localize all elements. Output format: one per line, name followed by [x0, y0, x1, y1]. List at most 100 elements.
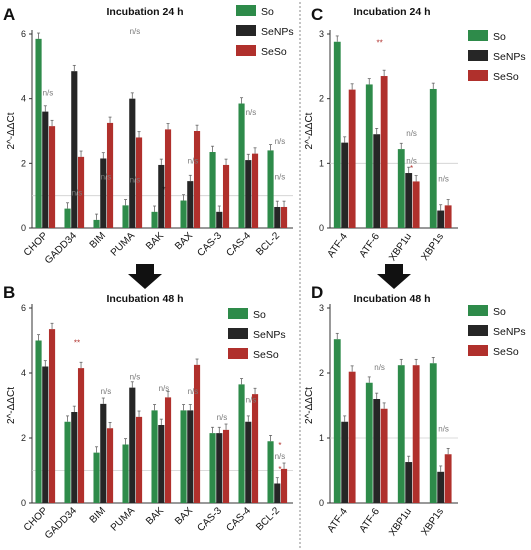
bar-SeNPs-XBP1u — [405, 173, 413, 228]
bar-So-ATF-4 — [333, 41, 341, 229]
legend-label: So — [261, 6, 274, 18]
bar-SeNPs-PUMA — [129, 98, 136, 229]
significance-label: n/s — [159, 384, 170, 393]
bar-SeNPs-BIM — [100, 158, 107, 228]
bar-So-CAS-4 — [238, 103, 245, 228]
bar-SeSo-XBP1s — [444, 454, 452, 503]
significance-label: n/s — [130, 27, 141, 36]
y-tick-label: 4 — [21, 94, 26, 104]
x-tick-label: ATF-4 — [326, 506, 351, 535]
bar-So-CHOP — [35, 38, 42, 228]
bar-SeNPs-CAS-3 — [216, 433, 223, 503]
bar-So-BAK — [151, 410, 158, 503]
legend-swatch — [468, 345, 488, 356]
down-arrow-right-icon — [377, 264, 411, 289]
legend-swatch — [236, 5, 256, 16]
significance-label: n/s — [130, 176, 141, 185]
bar-SeNPs-CHOP — [42, 366, 49, 503]
bar-So-XBP1u — [397, 365, 405, 503]
bar-So-BIM — [93, 452, 100, 503]
y-axis-label: 2^-ΔΔCt — [304, 112, 315, 149]
significance-label: n/s — [246, 108, 257, 117]
legend-label: SeSo — [261, 46, 287, 58]
bar-So-BCL-2 — [267, 150, 274, 228]
x-tick-label: GADD34 — [43, 230, 79, 266]
bar-SeSo-ATF-6 — [380, 76, 388, 229]
y-tick-label: 6 — [21, 303, 26, 313]
significance-label: n/s — [101, 173, 112, 182]
bar-So-BCL-2 — [267, 441, 274, 503]
bar-SeSo-GADD34 — [77, 368, 85, 503]
bar-SeSo-BIM — [106, 122, 114, 228]
y-tick-label: 0 — [319, 223, 324, 233]
bar-SeSo-CAS-3 — [222, 164, 230, 228]
legend-swatch — [468, 305, 488, 316]
bar-SeSo-ATF-4 — [348, 89, 356, 228]
bar-SeNPs-BAK — [158, 425, 165, 503]
significance-label: n/s — [43, 88, 54, 97]
significance-label: n/s — [406, 156, 417, 165]
bar-So-BIM — [93, 219, 100, 228]
panel-letter: B — [3, 283, 15, 302]
y-axis-label: 2^-ΔΔCt — [6, 387, 17, 424]
bar-So-PUMA — [122, 444, 129, 503]
legend-swatch — [228, 308, 248, 319]
significance-label: ** — [376, 39, 382, 48]
x-tick-label: ATF-4 — [326, 231, 351, 260]
x-tick-label: BCL-2 — [254, 230, 282, 258]
y-tick-label: 3 — [319, 303, 324, 313]
significance-label: n/s — [217, 413, 228, 422]
bar-So-BAX — [180, 410, 187, 503]
bar-So-CHOP — [35, 340, 42, 503]
y-tick-label: 2 — [21, 158, 26, 168]
y-tick-label: 3 — [319, 29, 324, 39]
legend-label: So — [253, 309, 266, 321]
panel-letter: A — [3, 5, 15, 24]
bar-So-XBP1s — [429, 88, 437, 228]
significance-label: n/s — [246, 395, 257, 404]
bar-SeNPs-ATF-4 — [341, 142, 349, 228]
bar-So-ATF-4 — [333, 339, 341, 503]
x-tick-label: XBP1u — [387, 506, 414, 538]
significance-label: n/s — [188, 156, 199, 165]
legend-swatch — [468, 325, 488, 336]
y-tick-label: 6 — [21, 29, 26, 39]
legend-swatch — [228, 328, 248, 339]
bar-SeSo-BAK — [164, 397, 172, 503]
x-tick-label: XBP1u — [387, 231, 414, 263]
significance-label: n/s — [275, 452, 286, 461]
significance-label: * — [410, 164, 413, 173]
y-tick-label: 2 — [319, 368, 324, 378]
bar-SeSo-CHOP — [48, 329, 56, 503]
y-tick-label: 4 — [21, 368, 26, 378]
bar-SeNPs-XBP1s — [437, 210, 445, 228]
legend-label: SeNPs — [493, 326, 526, 338]
bar-SeSo-GADD34 — [77, 156, 85, 228]
bar-So-CAS-4 — [238, 384, 245, 503]
bar-SeNPs-BAK — [158, 164, 165, 228]
bar-SeSo-BCL-2 — [280, 468, 288, 503]
significance-label: n/s — [275, 173, 286, 182]
x-tick-label: BIM — [88, 505, 108, 525]
panel-letter: C — [311, 5, 323, 24]
legend-swatch — [228, 348, 248, 359]
bar-SeNPs-XBP1u — [405, 462, 413, 503]
legend-label: SeSo — [493, 346, 519, 358]
bar-SeSo-XBP1u — [412, 181, 420, 228]
bar-SeSo-BCL-2 — [280, 206, 288, 228]
bar-SeNPs-BIM — [100, 403, 107, 503]
y-tick-label: 1 — [319, 433, 324, 443]
x-tick-label: XBP1s — [420, 506, 447, 537]
bar-SeSo-BIM — [106, 428, 114, 503]
bar-So-XBP1u — [397, 149, 405, 228]
bar-SeSo-CHOP — [48, 126, 56, 228]
panel-letter: D — [311, 283, 323, 302]
bar-SeSo-ATF-6 — [380, 408, 388, 503]
significance-label: n/s — [374, 363, 385, 372]
bar-So-BAK — [151, 211, 158, 228]
x-tick-label: PUMA — [109, 230, 137, 258]
